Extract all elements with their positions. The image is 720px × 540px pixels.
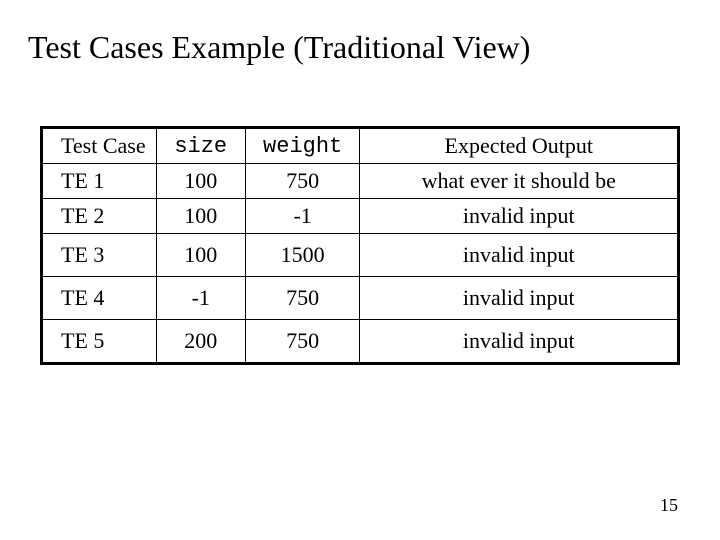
- cell-expected: what ever it should be: [360, 164, 679, 199]
- cell-weight: 750: [245, 277, 360, 320]
- cell-test-case: TE 5: [42, 320, 157, 364]
- cell-test-case: TE 4: [42, 277, 157, 320]
- col-header-weight: weight: [245, 128, 360, 164]
- table-row: TE 5 200 750 invalid input: [42, 320, 679, 364]
- col-header-expected: Expected Output: [360, 128, 679, 164]
- col-header-size: size: [156, 128, 245, 164]
- cell-size: 100: [156, 199, 245, 234]
- cell-test-case: TE 3: [42, 234, 157, 277]
- slide-title: Test Cases Example (Traditional View): [0, 0, 720, 66]
- table-container: Test Case size weight Expected Output TE…: [0, 66, 720, 365]
- cell-size: 100: [156, 164, 245, 199]
- table-row: TE 3 100 1500 invalid input: [42, 234, 679, 277]
- cell-expected: invalid input: [360, 320, 679, 364]
- cell-expected: invalid input: [360, 199, 679, 234]
- cell-weight: 750: [245, 164, 360, 199]
- test-cases-table: Test Case size weight Expected Output TE…: [40, 126, 680, 365]
- table-row: TE 2 100 -1 invalid input: [42, 199, 679, 234]
- cell-test-case: TE 1: [42, 164, 157, 199]
- page-number: 15: [660, 495, 678, 516]
- cell-weight: 1500: [245, 234, 360, 277]
- cell-test-case: TE 2: [42, 199, 157, 234]
- cell-expected: invalid input: [360, 234, 679, 277]
- table-row: TE 4 -1 750 invalid input: [42, 277, 679, 320]
- cell-size: -1: [156, 277, 245, 320]
- table-header-row: Test Case size weight Expected Output: [42, 128, 679, 164]
- cell-weight: 750: [245, 320, 360, 364]
- cell-size: 200: [156, 320, 245, 364]
- table-row: TE 1 100 750 what ever it should be: [42, 164, 679, 199]
- cell-expected: invalid input: [360, 277, 679, 320]
- col-header-test-case: Test Case: [42, 128, 157, 164]
- cell-weight: -1: [245, 199, 360, 234]
- cell-size: 100: [156, 234, 245, 277]
